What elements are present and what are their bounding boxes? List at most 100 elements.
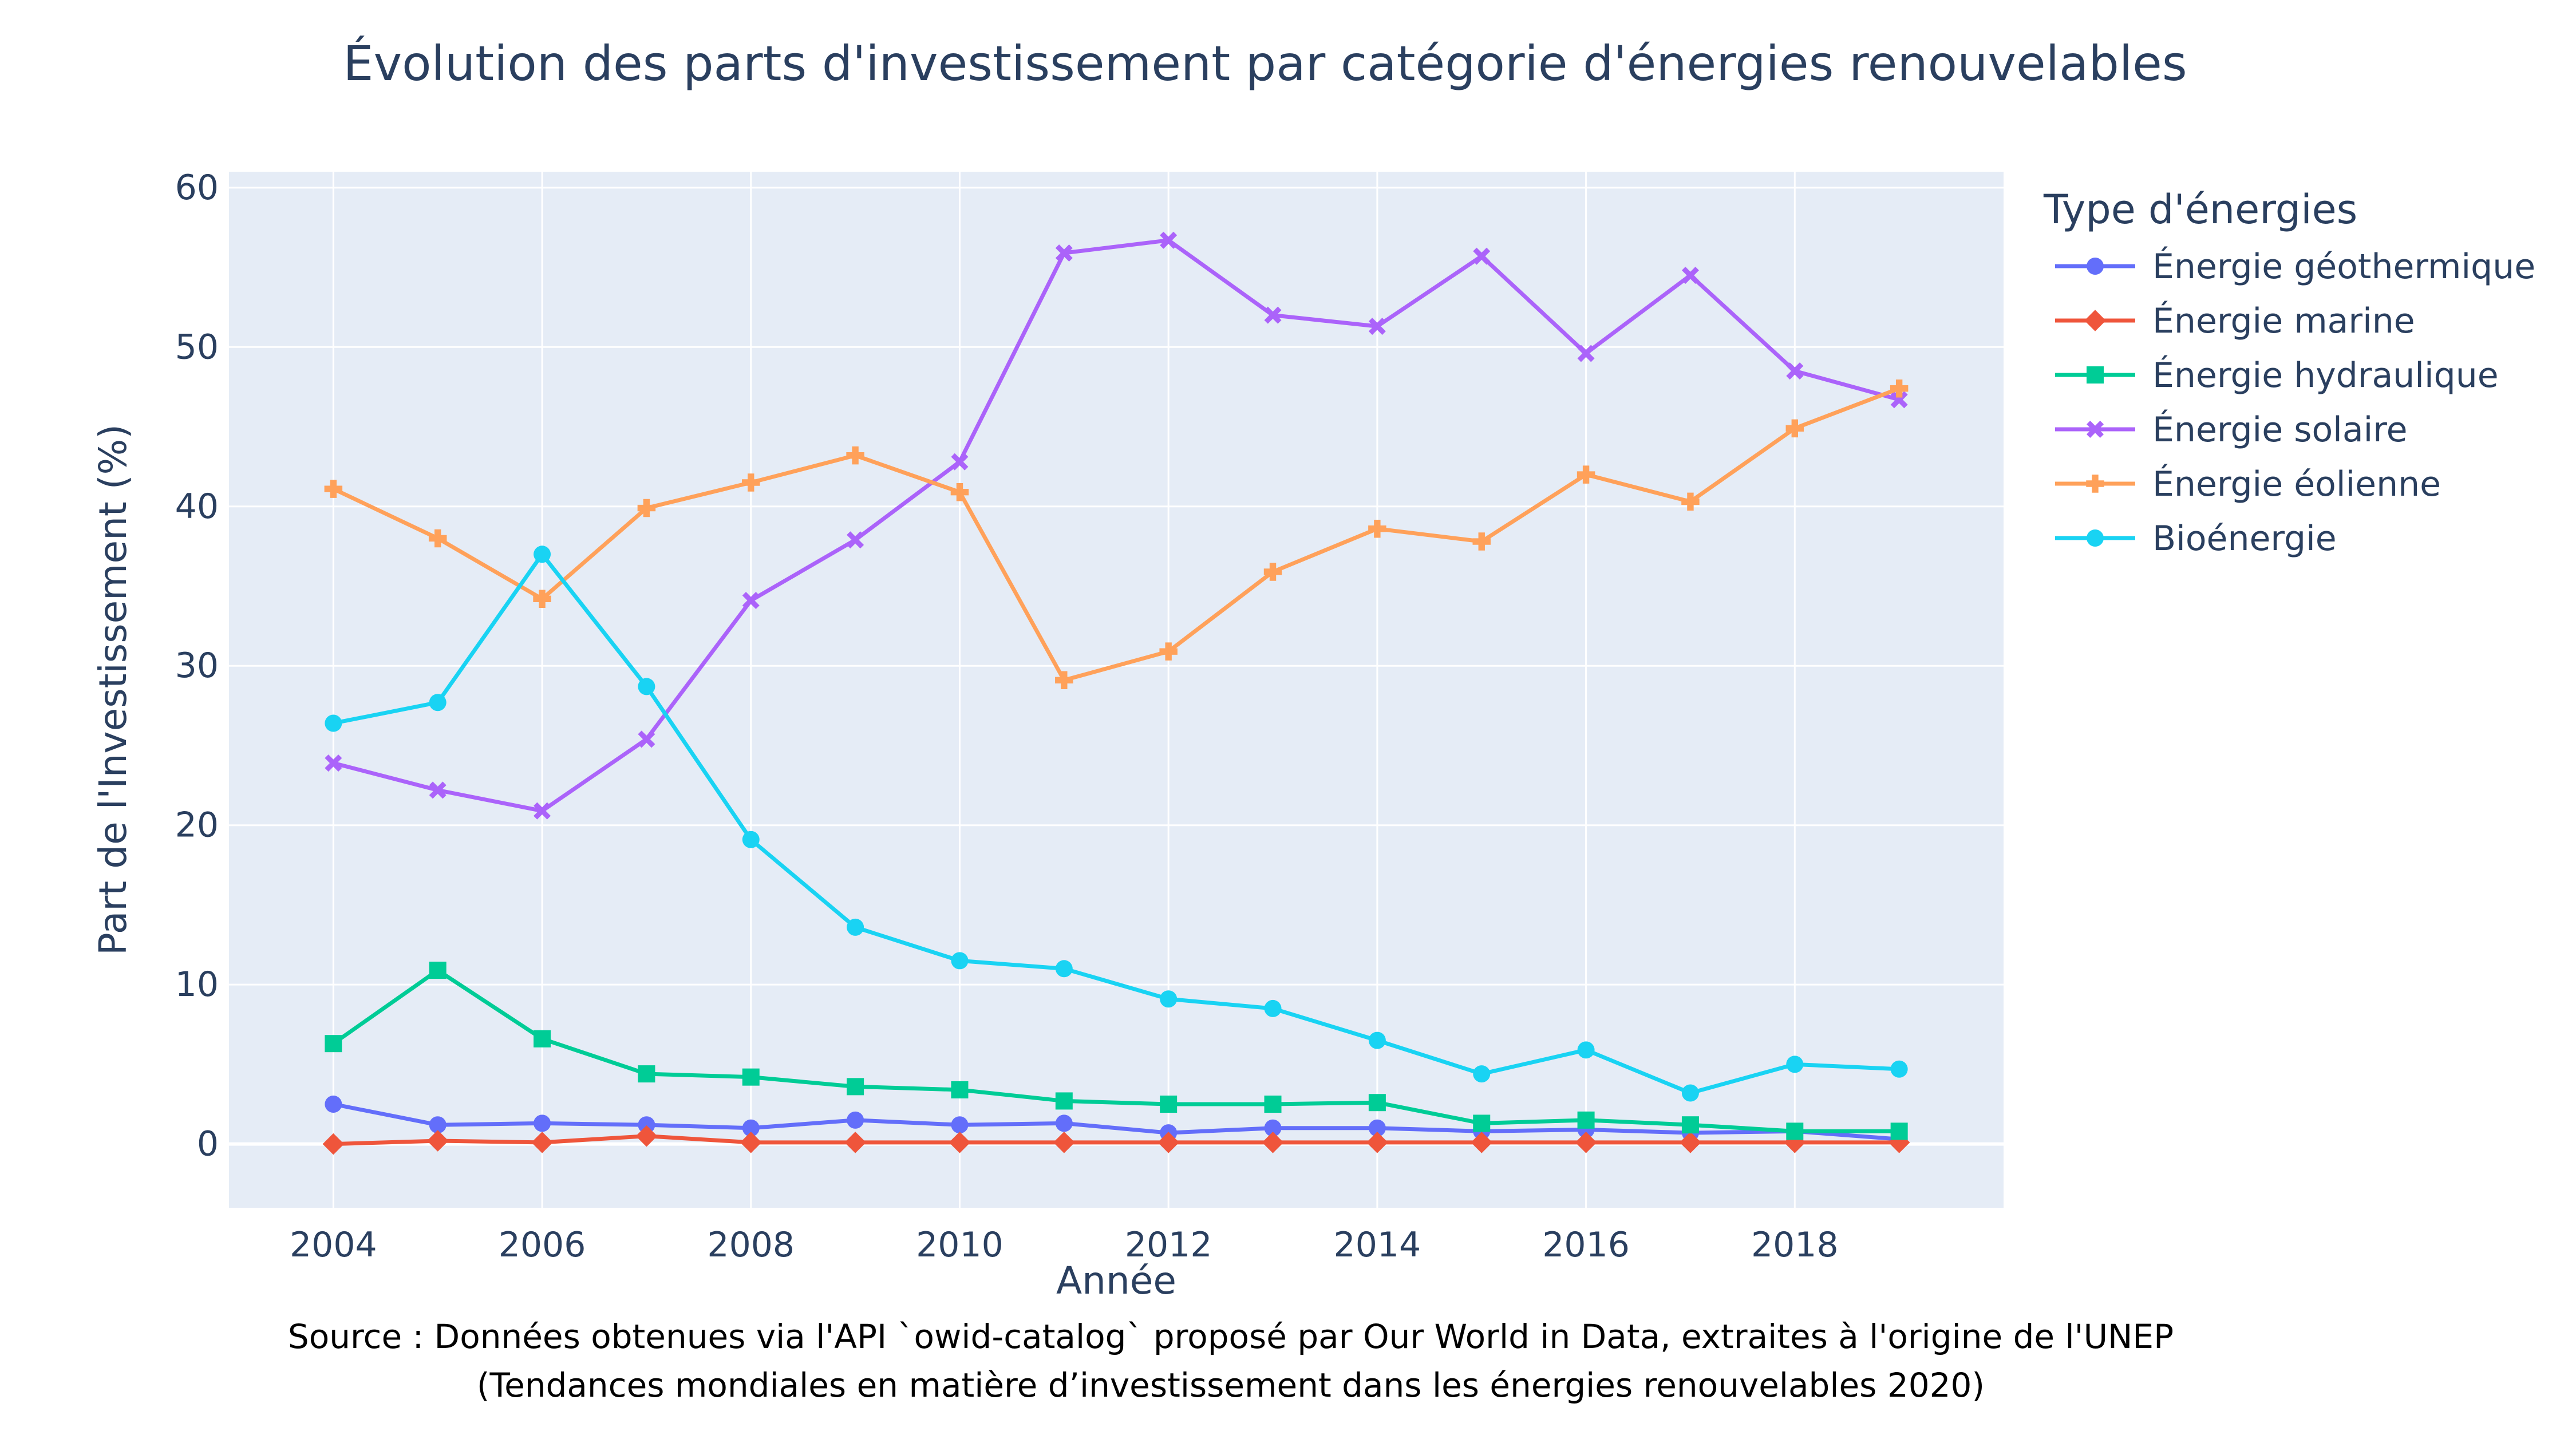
legend-label: Énergie solaire (2152, 409, 2408, 450)
y-tick-label: 40 (175, 487, 219, 527)
series-4-point (325, 754, 342, 772)
series-5-point (1263, 563, 1282, 581)
y-tick-label: 60 (175, 168, 219, 208)
legend-swatch-marker (2087, 421, 2104, 438)
series-5-point (1472, 532, 1491, 551)
series-6-point (847, 918, 864, 936)
series-6-point (325, 714, 342, 732)
series-4-point (1890, 391, 1908, 409)
series-1-point (951, 1116, 969, 1134)
series-4-point (1055, 244, 1073, 262)
series-1-point (847, 1111, 864, 1129)
series-3-line (331, 968, 1902, 1133)
series-2-point (740, 1132, 762, 1153)
series-2-point (1053, 1132, 1075, 1153)
series-2-point (1575, 1132, 1597, 1153)
series-2-point (1262, 1132, 1284, 1153)
x-tick-label: 2010 (916, 1225, 1003, 1265)
source-line-1: Source : Données obtenues via l'API `owi… (288, 1317, 2174, 1356)
series-5-point (742, 473, 760, 492)
series-2-point (635, 1125, 658, 1147)
legend-swatch-marker (2087, 258, 2104, 275)
series-5-point (324, 480, 343, 498)
y-tick-label: 30 (175, 646, 219, 686)
series-6-point (638, 678, 655, 695)
series-5-point (846, 446, 864, 465)
series-3-point (1473, 1114, 1491, 1132)
legend-item[interactable]: Énergie solaire (2055, 409, 2408, 450)
legend-label: Bioénergie (2152, 519, 2337, 559)
series-2-point (949, 1132, 971, 1153)
series-6-point (1473, 1065, 1491, 1083)
legend: Type d'énergies Énergie géothermiqueÉner… (2043, 186, 2535, 559)
x-tick-label: 2016 (1542, 1225, 1630, 1265)
legend-label: Énergie hydraulique (2152, 354, 2499, 396)
series-4-point (1368, 318, 1386, 335)
series-4-point (534, 802, 551, 820)
legend-title: Type d'énergies (2043, 186, 2357, 233)
series-3-point (534, 1030, 551, 1047)
series-3-point (1160, 1096, 1178, 1113)
series-4-point (1473, 247, 1491, 265)
series-5-point (1577, 465, 1595, 484)
series-3 (325, 962, 1908, 1140)
series-3-point (1577, 1111, 1595, 1129)
legend-item[interactable]: Énergie éolienne (2055, 463, 2441, 504)
series-2-point (1366, 1132, 1388, 1153)
series-5-line (331, 386, 1902, 682)
y-tick-label: 10 (175, 964, 219, 1005)
legend-item[interactable]: Énergie hydraulique (2055, 354, 2499, 396)
series-1-point (429, 1116, 447, 1134)
x-tick-label: 2004 (290, 1225, 377, 1265)
series-4-point (1577, 345, 1595, 362)
legend-item[interactable]: Énergie marine (2055, 300, 2415, 341)
series-6-point (742, 831, 760, 848)
series-4-line (331, 238, 1902, 813)
axes: 2004 2006 2008 2010 2012 2014 2016 2018 0 10 20 30 4… (175, 168, 1839, 1265)
series-5-point (533, 590, 551, 608)
series-6-point (1055, 960, 1073, 978)
legend-swatch-marker (2087, 366, 2104, 384)
series-6-point (1264, 999, 1282, 1017)
y-tick-label: 20 (175, 805, 219, 845)
series-5-point (1368, 520, 1386, 538)
y-tick-label: 0 (197, 1124, 219, 1164)
series-4-point (1681, 267, 1699, 284)
series-3-point (1681, 1116, 1699, 1134)
series-6-point (951, 952, 969, 970)
series-1-point (742, 1119, 760, 1137)
legend-label: Énergie marine (2152, 300, 2415, 341)
series-1-line (331, 1102, 1902, 1141)
x-tick-label: 2006 (499, 1225, 586, 1265)
legend-items: Énergie géothermique Énergie marine Énergi… (2055, 246, 2535, 559)
series-6-point (534, 545, 551, 563)
series-4-point (742, 592, 760, 610)
series-5-point (1159, 642, 1178, 661)
legend-item[interactable]: Énergie géothermique (2055, 246, 2535, 287)
series-1-point (1055, 1114, 1073, 1132)
series-2-point (322, 1133, 345, 1155)
x-tick-label: 2012 (1125, 1225, 1212, 1265)
series-4 (325, 231, 1908, 820)
series-5-point (1681, 492, 1700, 511)
series-layer (322, 231, 1910, 1155)
source-line-2: (Tendances mondiales en matière d’invest… (477, 1366, 1985, 1405)
y-tick-label: 50 (175, 327, 219, 367)
plot-area (229, 172, 2004, 1208)
legend-label: Énergie éolienne (2152, 463, 2441, 504)
series-1-point (638, 1116, 655, 1134)
legend-item[interactable]: Bioénergie (2055, 519, 2337, 559)
series-3-point (1264, 1096, 1282, 1113)
series-1-point (325, 1096, 342, 1113)
series-6-line (331, 552, 1902, 1096)
series-3-point (1055, 1092, 1073, 1110)
series-5-point (1055, 671, 1073, 690)
x-tick-label: 2014 (1334, 1225, 1421, 1265)
series-4-point (847, 531, 864, 549)
series-5-point (1890, 379, 1909, 398)
series-1-point (1368, 1119, 1386, 1137)
series-6-point (1368, 1031, 1386, 1049)
series-3-point (1786, 1122, 1804, 1140)
legend-label: Énergie géothermique (2152, 246, 2535, 287)
